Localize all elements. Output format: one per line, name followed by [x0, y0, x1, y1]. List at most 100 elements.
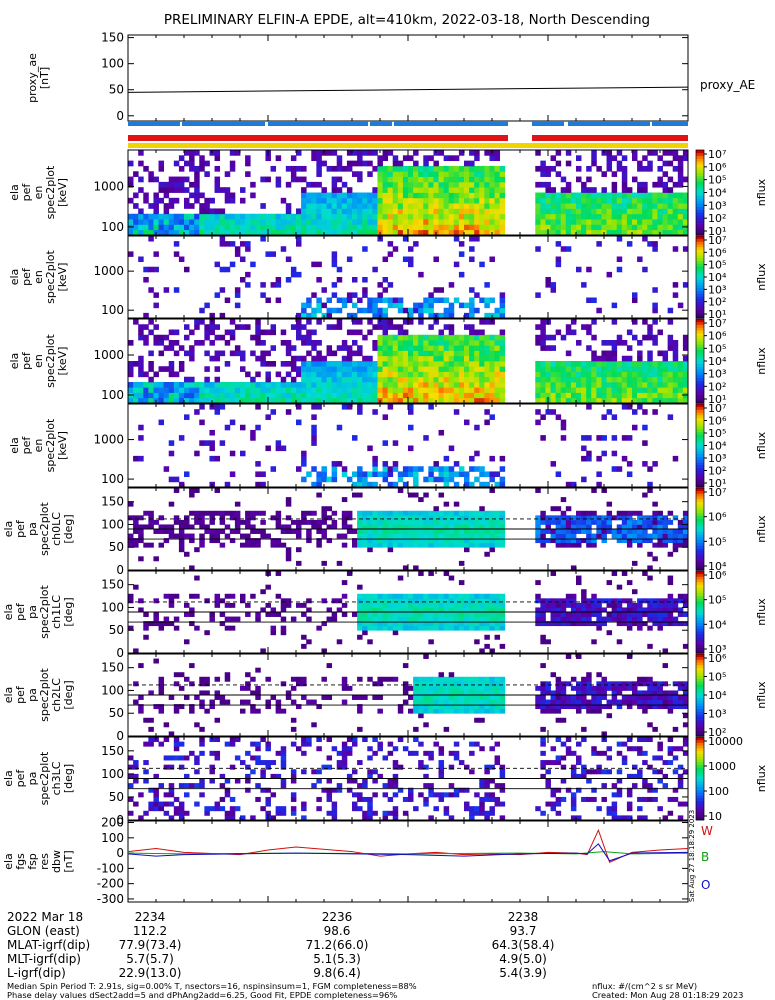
- spec-cell: [346, 361, 353, 367]
- pa-cell: [540, 602, 546, 608]
- spec-cell: [576, 176, 582, 183]
- spec-cell: [301, 397, 307, 403]
- spec-cell: [148, 266, 154, 273]
- spec-cell: [367, 297, 373, 304]
- spec-cell: [606, 197, 613, 204]
- spec-cell: [621, 404, 628, 410]
- spec-cell: [377, 165, 383, 172]
- pa-cell: [474, 717, 480, 723]
- spec-cell: [234, 392, 241, 399]
- spec-cell: [560, 246, 567, 252]
- spec-cell: [301, 382, 307, 388]
- pa-cell: [621, 538, 628, 544]
- spec-cell: [464, 181, 470, 188]
- pa-cell: [234, 501, 241, 507]
- pa-cell: [606, 510, 613, 516]
- spec-cell: [377, 203, 383, 209]
- spec-cell: [555, 192, 562, 199]
- spec-cell: [143, 392, 149, 399]
- pa-cell: [377, 676, 383, 682]
- spec-cell: [433, 287, 439, 293]
- pa-cell: [234, 616, 241, 622]
- pa-cell: [336, 598, 343, 604]
- pa-cell: [474, 681, 480, 687]
- spec-cell: [479, 297, 485, 304]
- pa-cell: [443, 704, 450, 710]
- pa-cell: [418, 681, 424, 687]
- spec-cell: [189, 192, 195, 199]
- pa-cell: [576, 529, 582, 534]
- pa-cell: [438, 685, 445, 691]
- spec-cell: [652, 371, 658, 378]
- spec-cell: [596, 192, 602, 199]
- spec-cell: [296, 229, 302, 235]
- spec-cell: [672, 387, 679, 393]
- pa-cell: [402, 565, 409, 570]
- spec-cell: [637, 382, 643, 388]
- spec-cell: [377, 197, 383, 204]
- spec-cell: [474, 392, 480, 399]
- spec-cell: [418, 224, 424, 231]
- pa-cell: [296, 681, 302, 687]
- pa-cell: [245, 515, 251, 521]
- pa-cell: [616, 690, 623, 696]
- pa-cell: [387, 593, 394, 599]
- pa-cell: [418, 519, 424, 525]
- spec-cell: [662, 197, 669, 204]
- spec-cell: [433, 371, 439, 378]
- spec-cell: [382, 361, 389, 367]
- pa-cell: [484, 699, 490, 705]
- spec-cell: [199, 203, 205, 209]
- pa-cell: [540, 695, 546, 700]
- ylabel-line: spec2plot: [44, 250, 57, 304]
- spec-cell: [616, 387, 623, 393]
- spec-cell: [285, 203, 292, 209]
- pa-cell: [382, 538, 389, 544]
- spec-cell: [657, 165, 663, 172]
- spec-cell: [418, 197, 424, 204]
- pa-cell: [168, 529, 175, 534]
- spec-cell: [413, 345, 419, 351]
- spec-cell: [397, 324, 404, 330]
- pa-cell: [250, 529, 256, 534]
- pa-cell: [677, 593, 684, 599]
- pa-cell: [565, 529, 572, 534]
- spec-cell: [270, 251, 277, 257]
- spec-cell: [672, 219, 679, 225]
- pa-cell: [484, 510, 490, 516]
- pa-cell: [596, 519, 602, 525]
- pa-cell: [484, 529, 490, 534]
- spec-cell: [596, 219, 602, 225]
- pa-cell: [647, 565, 653, 570]
- spec-cell: [158, 382, 165, 388]
- spec-cell: [438, 297, 445, 304]
- spec-cell: [357, 319, 363, 325]
- spec-cell: [423, 435, 429, 441]
- spec-cell: [341, 471, 348, 478]
- spec-cell: [372, 387, 378, 393]
- pa-cell: [499, 695, 506, 700]
- spec-cell: [194, 229, 200, 235]
- pa-cell: [550, 598, 557, 604]
- pa-cell: [484, 515, 490, 521]
- pa-cell: [173, 708, 180, 714]
- spec-cell: [642, 382, 648, 388]
- spec-cell: [341, 208, 348, 215]
- pa-cell: [657, 533, 663, 539]
- spec-cell: [616, 334, 623, 341]
- pa-cell: [428, 515, 434, 521]
- spec-cell: [545, 334, 551, 341]
- spec-cell: [306, 197, 312, 204]
- spec-cell: [535, 419, 541, 426]
- spec-cell: [301, 192, 307, 199]
- pa-cell: [458, 676, 465, 682]
- spec-cell: [581, 282, 587, 288]
- pa-cell: [606, 616, 613, 622]
- spec-cell: [652, 340, 658, 346]
- spec-cell: [321, 476, 327, 483]
- spec-cell: [336, 371, 343, 378]
- spec-cell: [581, 229, 587, 235]
- spec-cell: [306, 213, 312, 220]
- spec-cell: [494, 355, 501, 362]
- pa-cell: [469, 533, 475, 539]
